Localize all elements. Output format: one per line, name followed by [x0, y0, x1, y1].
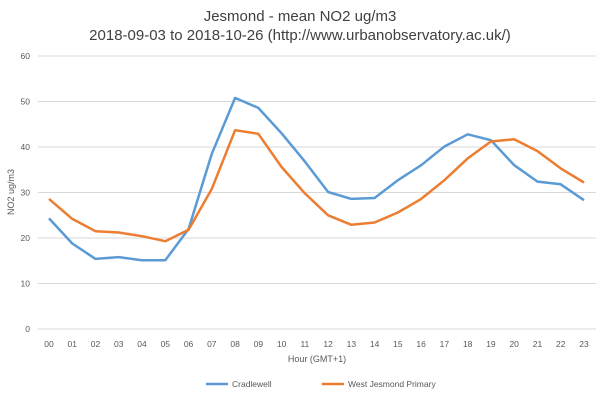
y-axis-label: NO2 ug/m3 — [6, 169, 16, 215]
x-tick-label: 02 — [91, 339, 101, 349]
x-tick-label: 14 — [370, 339, 380, 349]
x-tick-label: 01 — [68, 339, 78, 349]
y-tick-label: 10 — [21, 279, 31, 289]
y-tick-label: 40 — [21, 142, 31, 152]
x-tick-label: 03 — [114, 339, 124, 349]
y-tick-label: 20 — [21, 233, 31, 243]
x-tick-label: 13 — [347, 339, 357, 349]
x-tick-label: 04 — [137, 339, 147, 349]
y-tick-label: 0 — [25, 324, 30, 334]
x-tick-label: 12 — [323, 339, 333, 349]
x-tick-label: 08 — [230, 339, 240, 349]
x-tick-label: 18 — [463, 339, 473, 349]
x-tick-label: 15 — [393, 339, 403, 349]
x-tick-label: 20 — [509, 339, 519, 349]
chart-subtitle: 2018-09-03 to 2018-10-26 (http://www.urb… — [89, 27, 511, 44]
x-tick-label: 09 — [254, 339, 264, 349]
y-tick-label: 60 — [21, 51, 31, 61]
x-tick-label: 19 — [486, 339, 496, 349]
x-tick-label: 10 — [277, 339, 287, 349]
x-axis-label: Hour (GMT+1) — [288, 354, 346, 364]
y-tick-label: 50 — [21, 97, 31, 107]
x-tick-label: 05 — [161, 339, 171, 349]
legend-label: Cradlewell — [232, 379, 272, 389]
x-tick-label: 00 — [44, 339, 54, 349]
chart-title: Jesmond - mean NO2 ug/m3 — [203, 8, 397, 25]
y-tick-label: 30 — [21, 188, 31, 198]
x-tick-label: 07 — [207, 339, 217, 349]
x-tick-label: 21 — [533, 339, 543, 349]
x-tick-label: 11 — [300, 339, 309, 349]
x-tick-label: 23 — [579, 339, 589, 349]
series-line-west-jesmond-primary — [48, 128, 585, 243]
x-tick-label: 22 — [556, 339, 566, 349]
x-tick-label: 06 — [184, 339, 194, 349]
legend-label: West Jesmond Primary — [348, 379, 436, 389]
series-line-cradlewell — [48, 96, 585, 262]
x-tick-label: 17 — [440, 339, 450, 349]
x-tick-label: 16 — [416, 339, 426, 349]
